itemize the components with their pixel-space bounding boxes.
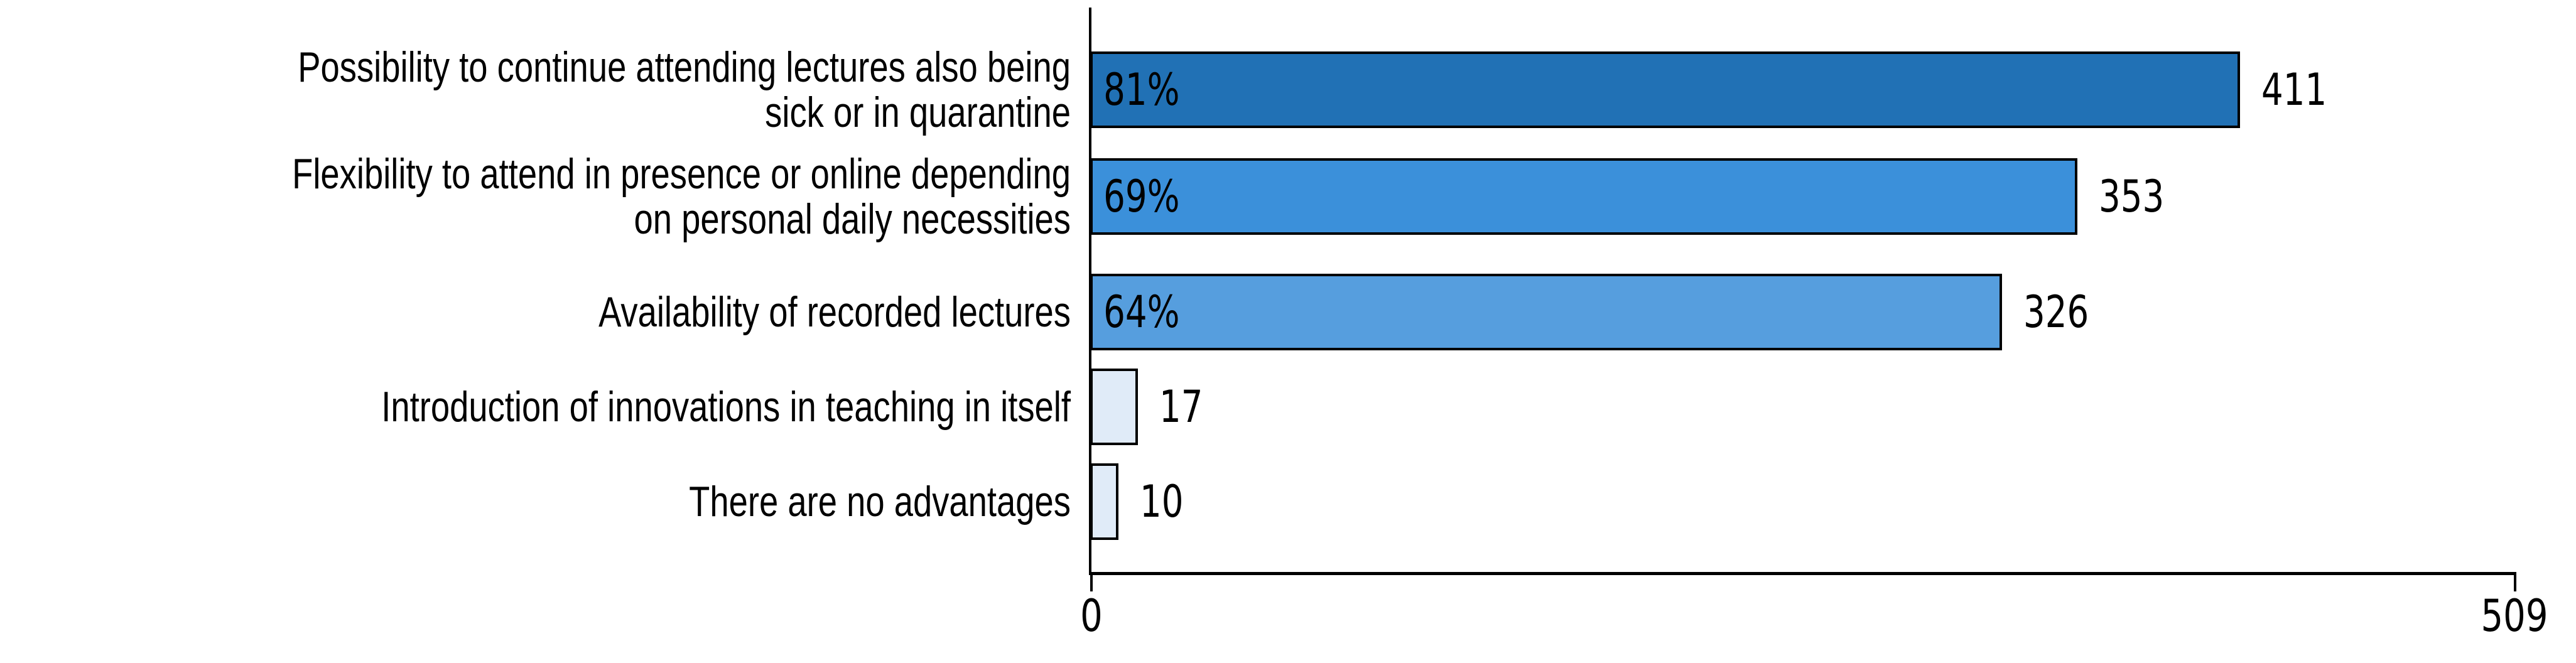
category-label-line: Flexibility to attend in presence or onl… [292, 150, 1071, 198]
category-label-line: Introduction of innovations in teaching … [381, 383, 1071, 431]
bar-value-label-text: 17 [1159, 381, 1203, 433]
bar-percent-label: 64% [1103, 286, 1180, 338]
bar-value-label-text: 411 [2261, 64, 2327, 116]
bar [1090, 369, 1138, 445]
category-label: Flexibility to attend in presence or onl… [3, 151, 1071, 242]
bar [1090, 463, 1118, 540]
x-axis-line [1089, 572, 2516, 575]
bar-percent-label: 81% [1103, 64, 1180, 116]
category-label-line: Possibility to continue attending lectur… [298, 43, 1071, 91]
category-label-line: Availability of recorded lectures [598, 288, 1071, 336]
x-tick-label-max: 509 [2472, 594, 2557, 638]
category-label: Introduction of innovations in teaching … [3, 384, 1071, 429]
category-label-line: on personal daily necessities [634, 195, 1071, 243]
x-tick-label-max-text: 509 [2481, 590, 2548, 642]
x-tick-label-min-text: 0 [1080, 590, 1103, 642]
category-label: There are no advantages [3, 479, 1071, 524]
bar-value-label: 17 [1159, 385, 1215, 429]
bar-value-label-text: 353 [2099, 171, 2165, 222]
category-label: Possibility to continue attending lectur… [3, 45, 1071, 135]
bar-value-label: 326 [2023, 290, 2108, 334]
x-axis-tick-min [1090, 575, 1093, 591]
category-label-line: There are no advantages [689, 478, 1071, 526]
bar: 64% [1090, 274, 2002, 350]
category-label-line: sick or in quarantine [765, 89, 1071, 136]
bar: 69% [1090, 158, 2077, 235]
bar-value-label: 10 [1140, 480, 1196, 524]
bar-value-label: 353 [2099, 175, 2183, 218]
category-label: Availability of recorded lectures [3, 289, 1071, 335]
bar-percent-label: 69% [1103, 171, 1180, 222]
x-tick-label-min: 0 [1078, 594, 1106, 638]
bar: 81% [1090, 51, 2240, 128]
x-axis-tick-max [2514, 575, 2516, 591]
bar-value-label: 411 [2261, 68, 2346, 112]
bar-value-label-text: 10 [1140, 476, 1184, 527]
bar-value-label-text: 326 [2023, 286, 2089, 338]
